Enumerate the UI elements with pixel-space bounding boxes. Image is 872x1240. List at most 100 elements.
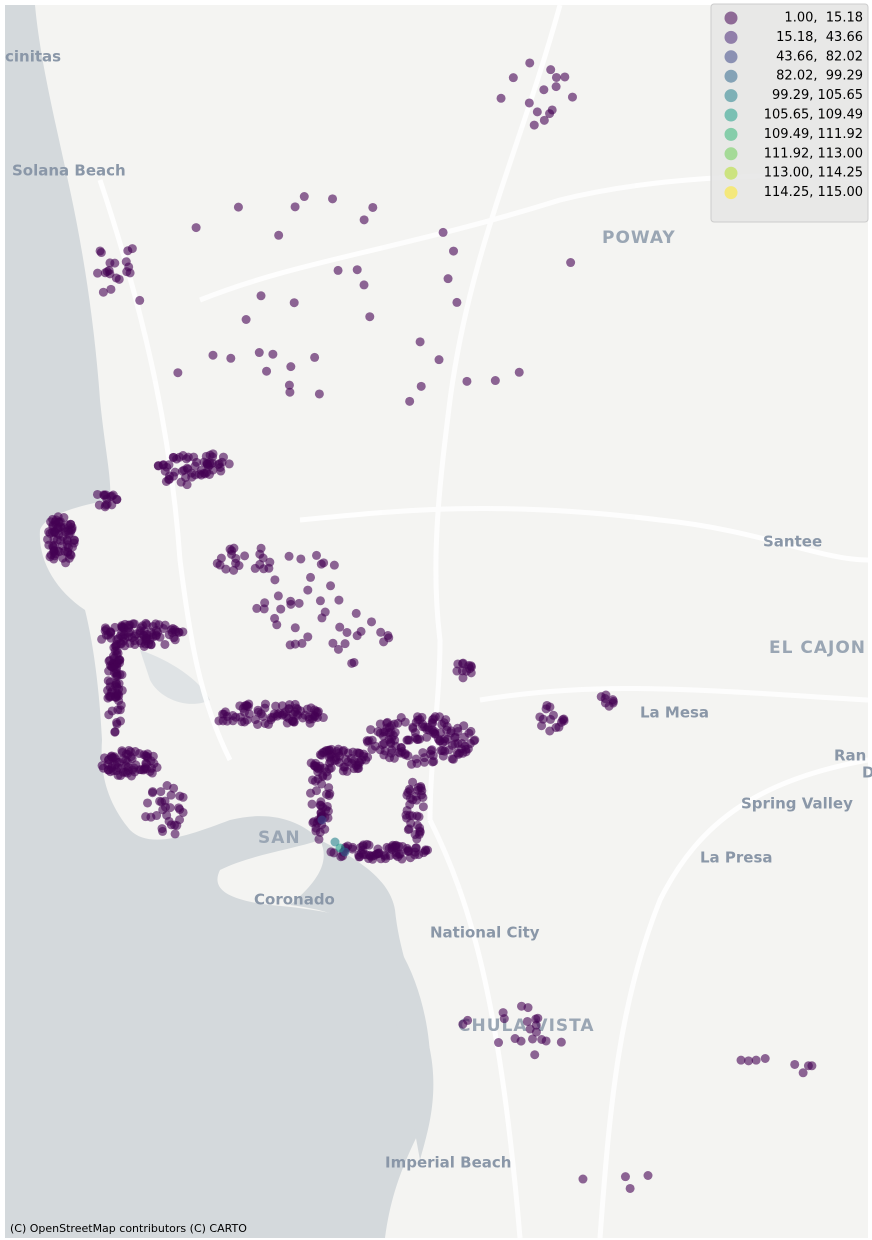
point bbox=[250, 563, 260, 573]
point bbox=[459, 721, 469, 731]
point bbox=[530, 1050, 540, 1060]
point bbox=[340, 639, 350, 649]
point bbox=[450, 739, 460, 749]
point bbox=[798, 1068, 808, 1078]
point bbox=[158, 460, 168, 470]
point bbox=[126, 752, 136, 762]
point bbox=[578, 1174, 588, 1184]
point bbox=[285, 387, 295, 397]
point bbox=[462, 376, 472, 386]
point bbox=[98, 763, 108, 773]
point bbox=[373, 849, 383, 859]
point bbox=[385, 737, 395, 747]
point bbox=[643, 1171, 653, 1181]
point bbox=[322, 801, 332, 811]
point bbox=[537, 1034, 547, 1044]
point bbox=[110, 727, 120, 737]
point bbox=[359, 849, 369, 859]
point bbox=[152, 811, 162, 821]
point bbox=[376, 627, 386, 637]
point bbox=[117, 627, 127, 637]
point bbox=[498, 1008, 508, 1018]
point bbox=[415, 734, 425, 744]
point bbox=[452, 748, 462, 758]
point bbox=[67, 542, 77, 552]
point bbox=[297, 638, 307, 648]
point bbox=[407, 759, 417, 769]
place-label: CHULA VISTA bbox=[458, 1016, 595, 1036]
legend: 1.00, 15.18 15.18, 43.66 43.66, 82.02 82… bbox=[724, 11, 863, 200]
legend-marker bbox=[724, 50, 738, 64]
point bbox=[66, 550, 76, 560]
point bbox=[306, 788, 316, 798]
point bbox=[532, 107, 542, 117]
point bbox=[307, 799, 317, 809]
attribution: (C) OpenStreetMap contributors (C) CARTO bbox=[10, 1222, 247, 1235]
point bbox=[449, 246, 459, 256]
point bbox=[255, 549, 265, 559]
point bbox=[151, 630, 161, 640]
point bbox=[315, 596, 325, 606]
place-label: EL CAJON bbox=[769, 638, 866, 658]
point bbox=[93, 268, 103, 278]
place-labels: cinitas Solana Beach POWAY Santee EL CAJON La… bbox=[5, 48, 872, 1172]
point bbox=[600, 698, 610, 708]
point bbox=[370, 741, 380, 751]
point bbox=[334, 595, 344, 605]
point bbox=[268, 349, 278, 359]
point bbox=[123, 246, 133, 256]
point bbox=[224, 459, 234, 469]
point bbox=[461, 747, 471, 757]
point bbox=[52, 535, 62, 545]
point bbox=[253, 719, 263, 729]
point bbox=[219, 709, 229, 719]
point bbox=[170, 829, 180, 839]
point bbox=[366, 725, 376, 735]
point bbox=[368, 854, 378, 864]
legend-label: 43.66, 82.02 bbox=[772, 49, 863, 64]
point bbox=[231, 712, 241, 722]
point bbox=[384, 633, 394, 643]
point bbox=[427, 745, 437, 755]
point bbox=[221, 564, 231, 574]
point bbox=[199, 468, 209, 478]
point bbox=[290, 623, 300, 633]
point bbox=[226, 353, 236, 363]
point bbox=[320, 607, 330, 617]
point bbox=[162, 781, 172, 791]
point bbox=[410, 847, 420, 857]
point bbox=[317, 815, 327, 825]
point bbox=[265, 557, 275, 567]
point bbox=[98, 287, 108, 297]
point bbox=[760, 1053, 770, 1063]
point bbox=[457, 739, 467, 749]
point bbox=[169, 633, 179, 643]
legend-label: 99.29, 105.65 bbox=[768, 88, 863, 103]
point bbox=[105, 767, 115, 777]
point bbox=[136, 765, 146, 775]
point bbox=[790, 1059, 800, 1069]
point bbox=[284, 380, 294, 390]
point bbox=[158, 805, 168, 815]
point bbox=[44, 540, 54, 550]
point bbox=[191, 223, 201, 233]
legend-label: 105.65, 109.49 bbox=[764, 108, 863, 123]
point bbox=[438, 227, 448, 237]
point bbox=[135, 636, 145, 646]
point bbox=[124, 620, 134, 630]
point bbox=[395, 849, 405, 859]
point bbox=[314, 389, 324, 399]
place-label: D bbox=[862, 764, 872, 782]
point bbox=[529, 120, 539, 130]
place-label: National City bbox=[430, 924, 540, 942]
point bbox=[458, 673, 468, 683]
point bbox=[338, 766, 348, 776]
point bbox=[403, 751, 413, 761]
legend-marker bbox=[724, 166, 738, 180]
point bbox=[412, 834, 422, 844]
point bbox=[318, 713, 328, 723]
point bbox=[141, 751, 151, 761]
point bbox=[157, 797, 167, 807]
point bbox=[58, 553, 68, 563]
